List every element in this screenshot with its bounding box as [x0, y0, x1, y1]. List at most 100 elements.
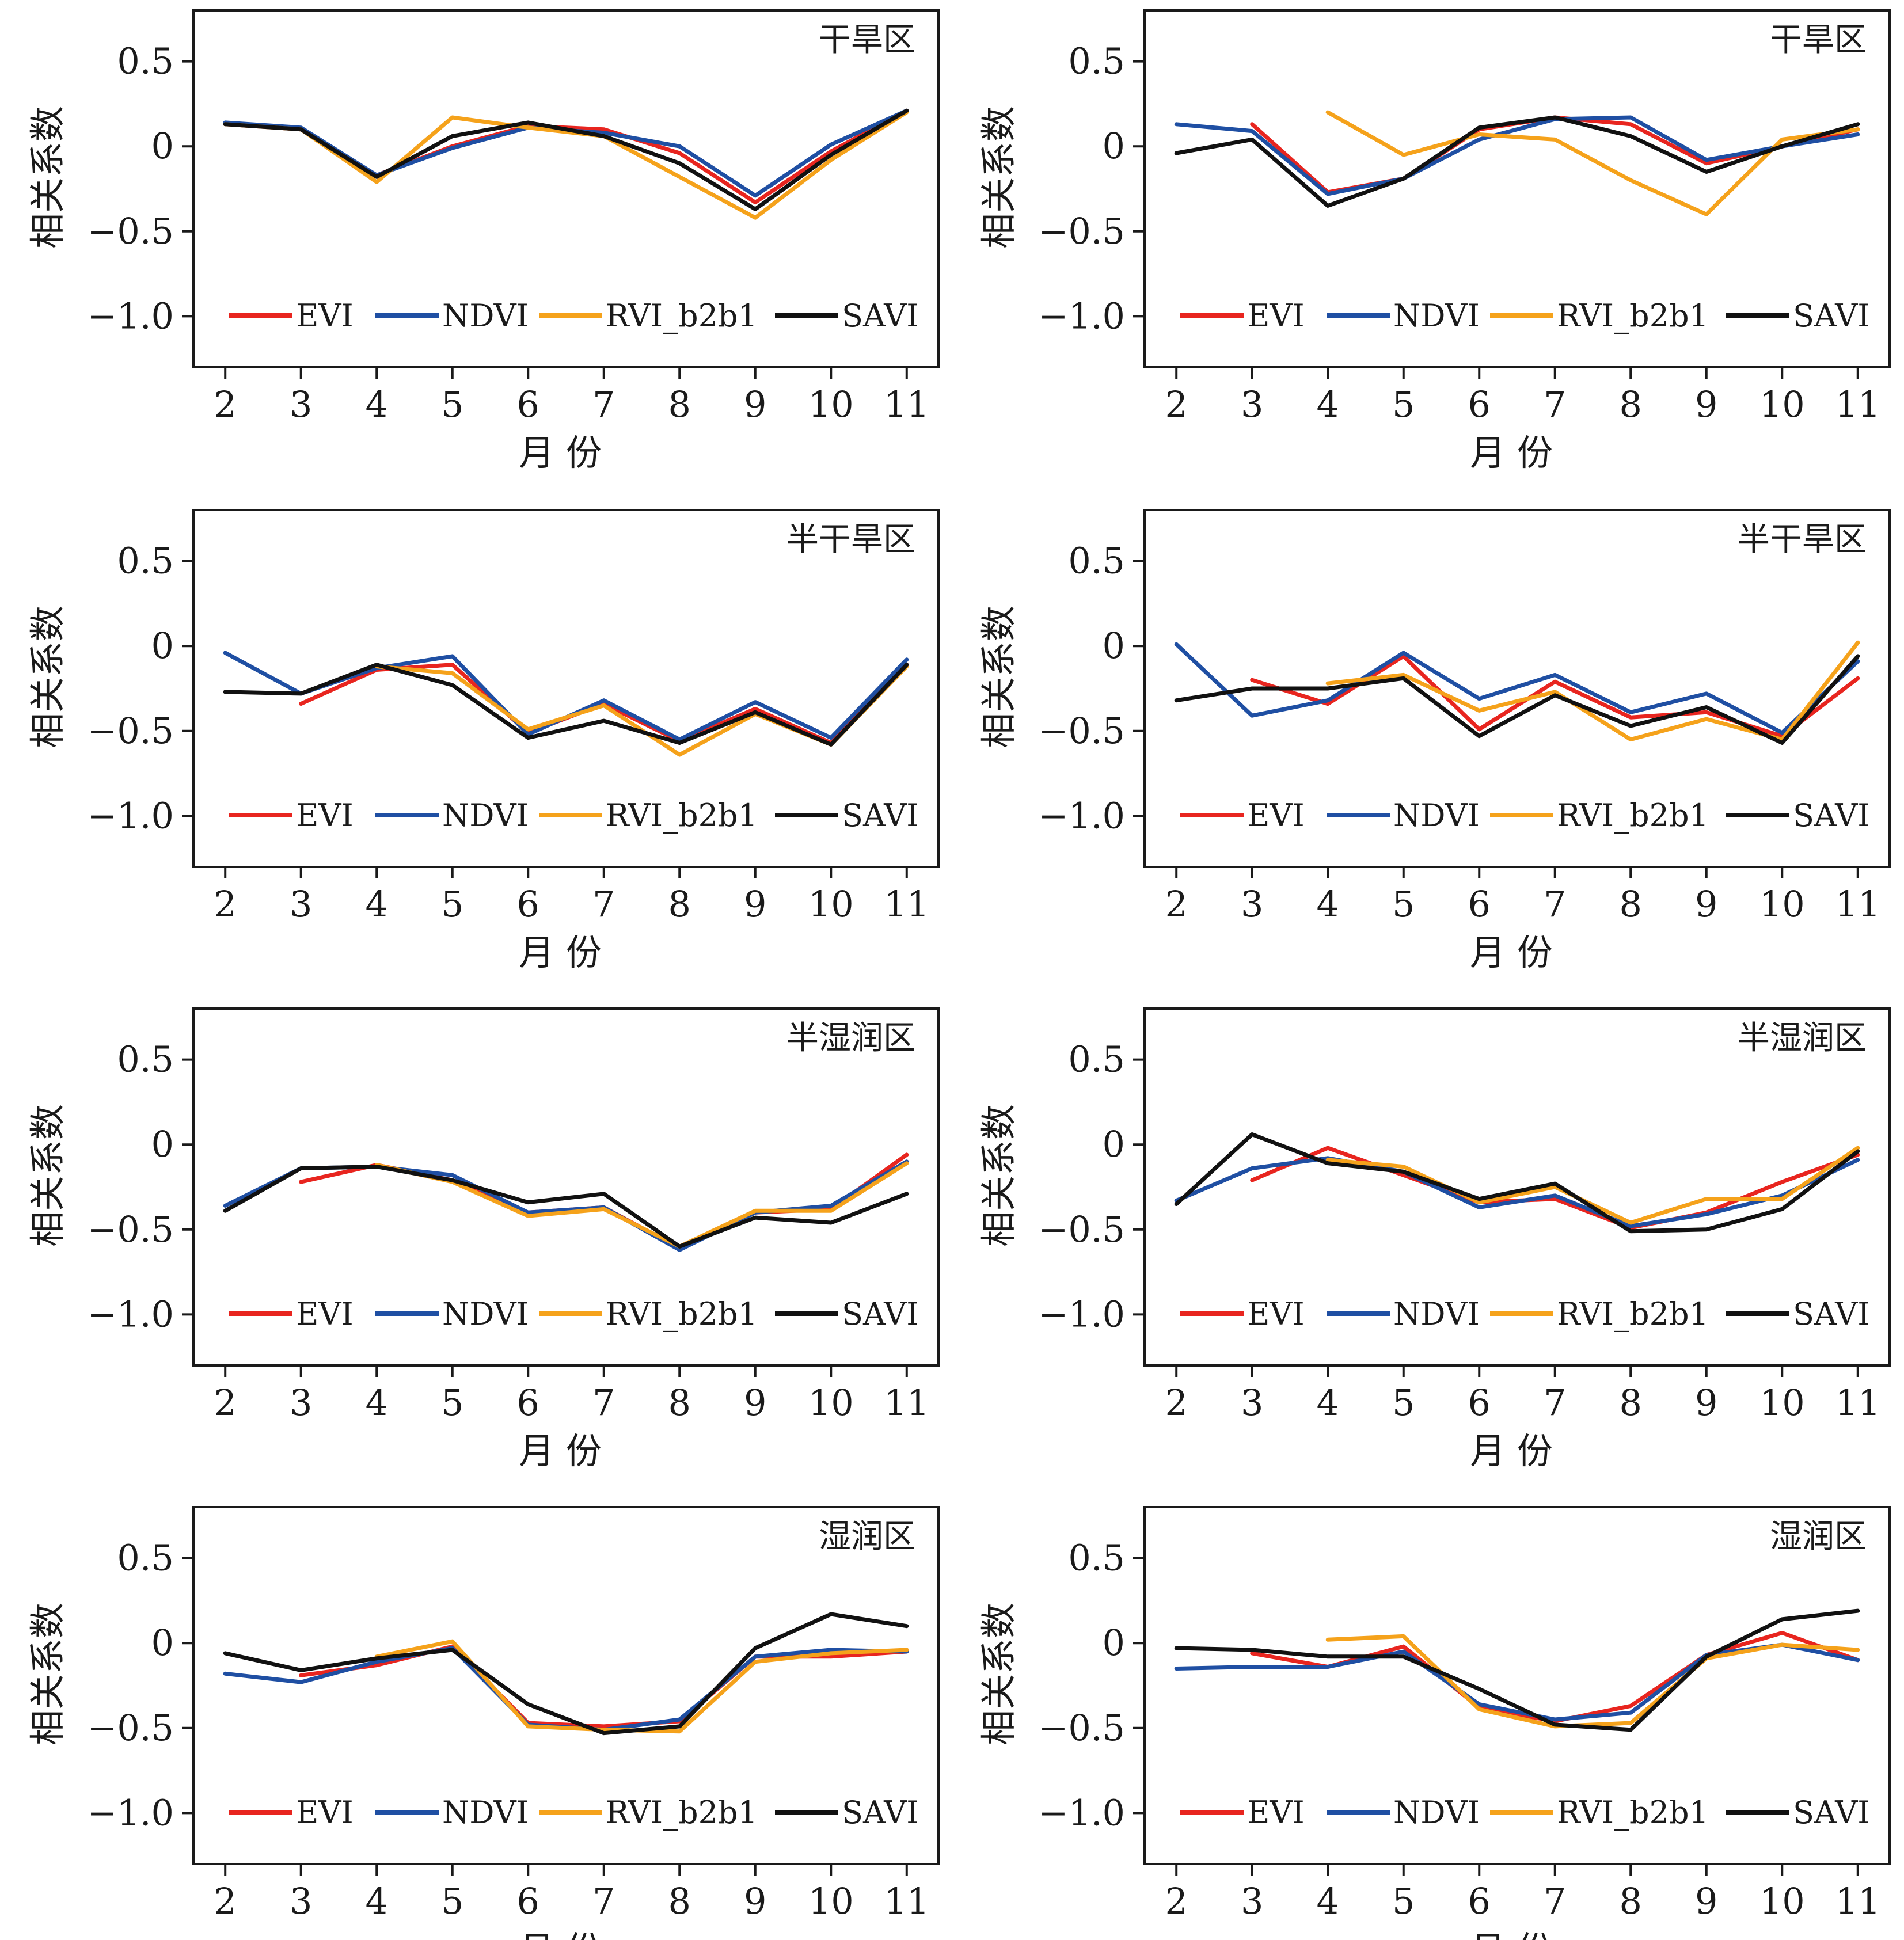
legend-label: NDVI	[1393, 1794, 1480, 1831]
x-tick-label: 8	[1620, 383, 1642, 425]
y-axis-title: 相关系数	[978, 106, 1020, 249]
legend-label: EVI	[1247, 797, 1305, 834]
series-line-savi	[1174, 1132, 1860, 1234]
legend-label: SAVI	[1793, 1296, 1870, 1332]
series-line-evi	[1250, 1146, 1860, 1230]
y-axis-title: 相关系数	[978, 606, 1020, 748]
x-tick-label: 6	[1468, 383, 1491, 425]
x-tick-label: 7	[1544, 1880, 1566, 1922]
x-tick-label: 10	[808, 1880, 854, 1922]
legend-label: NDVI	[442, 797, 529, 834]
series-line-savi	[1174, 654, 1860, 745]
series-line-ndvi	[223, 108, 909, 198]
y-axis-title: 相关系数	[26, 1603, 69, 1745]
panel-title: 干旱区	[1770, 21, 1867, 59]
legend-label: RVI_b2b1	[1557, 298, 1709, 334]
y-axis-title: 相关系数	[26, 1104, 69, 1247]
x-tick-label: 7	[592, 383, 615, 425]
panel-title: 半湿润区	[786, 1020, 915, 1057]
series-line-savi	[1174, 115, 1860, 208]
y-tick-label: 0	[1103, 1123, 1125, 1165]
y-tick-label: −0.5	[1038, 1208, 1125, 1250]
x-tick-label: 2	[1165, 383, 1188, 425]
x-tick-label: 4	[366, 383, 388, 425]
x-tick-label: 9	[1695, 883, 1717, 925]
x-tick-label: 2	[214, 383, 237, 425]
chart-panel-4: 0.5 0 −0.5 −1.0 2 3 4 5 6 7 8 9 10 11 月 份 相关系数 半干旱区 EVI ND…	[978, 509, 1891, 973]
series-line-savi	[223, 1612, 909, 1736]
x-tick-label: 2	[1165, 1880, 1188, 1922]
x-tick-label: 2	[214, 1382, 237, 1424]
y-tick-label: 0	[151, 1123, 174, 1165]
plot-frame	[192, 509, 940, 868]
series-line-savi	[223, 108, 909, 211]
y-tick-label: −0.5	[1038, 710, 1125, 752]
x-tick-label: 5	[1392, 1382, 1415, 1424]
series-line-ndvi	[1174, 1156, 1860, 1228]
x-tick-label: 10	[1759, 1382, 1805, 1424]
legend-label: SAVI	[1793, 298, 1870, 334]
plot-frame	[1143, 1506, 1891, 1865]
series-line-savi	[223, 1165, 909, 1249]
x-tick-label: 5	[441, 1880, 463, 1922]
legend: EVI NDVI RVI_b2b1 SAVI	[1180, 298, 1870, 334]
y-tick-label: −0.5	[1038, 210, 1125, 252]
x-tick-label: 3	[290, 1880, 312, 1922]
panel-title: 半湿润区	[1738, 1020, 1867, 1057]
y-tick-label: 0	[151, 1622, 174, 1664]
series-line-savi	[1174, 1608, 1860, 1732]
x-axis-title: 月 份	[1470, 432, 1553, 474]
plot-frame	[192, 9, 940, 368]
y-tick-label: −1.0	[87, 1791, 174, 1834]
y-tick-label: −1.0	[87, 1293, 174, 1335]
y-tick-label: −0.5	[87, 1208, 174, 1250]
legend-label: NDVI	[1393, 298, 1480, 334]
legend: EVI NDVI RVI_b2b1 SAVI	[1180, 1296, 1870, 1332]
x-tick-label: 6	[517, 1382, 539, 1424]
x-tick-label: 2	[214, 883, 237, 925]
legend-label: SAVI	[842, 1794, 919, 1831]
legend-label: RVI_b2b1	[606, 797, 758, 834]
x-axis-title: 月 份	[519, 1928, 602, 1940]
x-tick-label: 4	[1317, 1382, 1339, 1424]
x-tick-label: 7	[592, 883, 615, 925]
chart-panel-2: 0.5 0 −0.5 −1.0 2 3 4 5 6 7 8 9 10 11 月 份 相关系数 干旱区 EVI NDV…	[978, 9, 1891, 474]
panel-title: 湿润区	[1770, 1518, 1867, 1555]
legend-label: NDVI	[442, 1794, 529, 1831]
x-tick-label: 5	[441, 883, 463, 925]
legend: EVI NDVI RVI_b2b1 SAVI	[229, 797, 919, 834]
x-axis-title: 月 份	[1470, 1430, 1553, 1472]
series-line-evi	[223, 108, 909, 205]
legend-label: EVI	[296, 1296, 354, 1332]
legend-label: EVI	[296, 298, 354, 334]
x-tick-label: 9	[1695, 1382, 1717, 1424]
x-axis-title: 月 份	[1470, 931, 1553, 973]
panel-title: 湿润区	[819, 1518, 915, 1555]
x-tick-label: 3	[1241, 383, 1263, 425]
x-axis-title: 月 份	[1470, 1928, 1553, 1940]
legend-label: SAVI	[842, 298, 919, 334]
x-tick-label: 7	[1544, 1382, 1566, 1424]
y-tick-label: 0	[151, 625, 174, 667]
x-tick-label: 3	[1241, 883, 1263, 925]
chart-panel-7: 0.5 0 −0.5 −1.0 2 3 4 5 6 7 8 9 10 11 月 份 相关系数 湿润区 EVI NDV…	[26, 1506, 940, 1940]
series-line-ndvi	[1174, 642, 1860, 735]
x-tick-label: 2	[1165, 883, 1188, 925]
legend-label: EVI	[296, 1794, 354, 1831]
x-tick-label: 2	[1165, 1382, 1188, 1424]
plot-frame	[1143, 9, 1891, 368]
y-tick-label: 0.5	[117, 540, 174, 582]
x-tick-label: 11	[1835, 883, 1880, 925]
legend-label: EVI	[1247, 1296, 1305, 1332]
y-tick-label: 0	[1103, 625, 1125, 667]
x-tick-label: 6	[517, 883, 539, 925]
x-tick-label: 10	[1759, 383, 1805, 425]
legend-label: RVI_b2b1	[606, 1794, 758, 1831]
x-tick-label: 5	[1392, 883, 1415, 925]
x-tick-label: 5	[1392, 383, 1415, 425]
y-tick-label: 0	[1103, 1622, 1125, 1664]
x-tick-label: 6	[1468, 1880, 1491, 1922]
y-tick-label: −1.0	[1038, 295, 1125, 337]
y-tick-label: 0.5	[117, 1537, 174, 1579]
x-tick-label: 9	[744, 383, 766, 425]
